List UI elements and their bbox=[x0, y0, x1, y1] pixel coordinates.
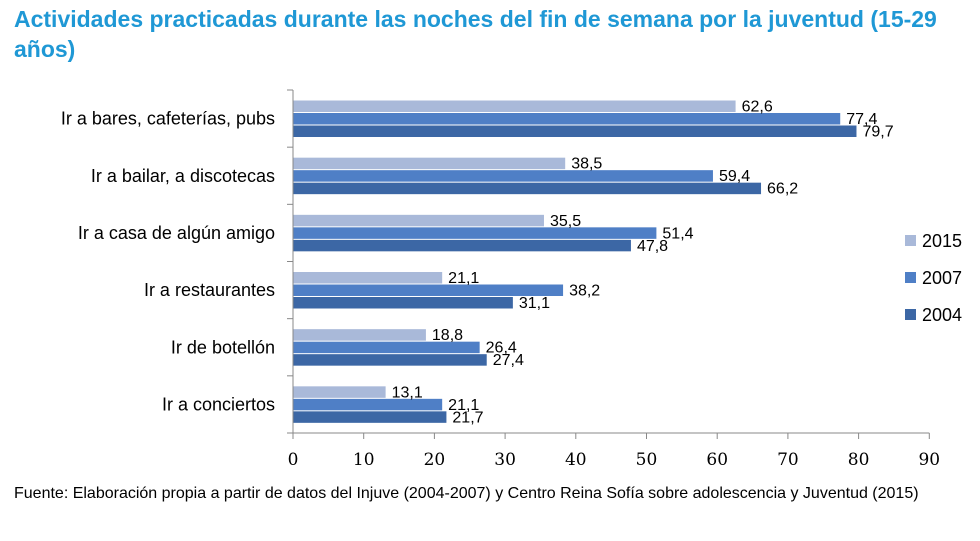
bar-2015 bbox=[293, 272, 443, 284]
data-label-2015: 21,1 bbox=[448, 270, 479, 287]
legend-swatch-2004 bbox=[905, 309, 916, 320]
axis-layer: 0 10 20 30 40 50 60 70 80 90 bbox=[287, 89, 940, 470]
bar-2015 bbox=[293, 100, 736, 112]
bar-2004 bbox=[293, 297, 513, 309]
bar-chart: 0 10 20 30 40 50 60 70 80 90 62,6 77,479,7 Ir a bar… bbox=[61, 89, 962, 470]
data-label-2004: 79,7 bbox=[862, 124, 893, 141]
data-label-2015: 62,6 bbox=[742, 99, 773, 116]
data-label-2007: 59,4 bbox=[719, 168, 750, 185]
legend-label-2015: 2015 bbox=[922, 231, 962, 251]
x-tick-label: 10 bbox=[353, 450, 375, 470]
data-label-2007: 77,4 bbox=[846, 111, 877, 128]
data-label-2004: 66,2 bbox=[767, 181, 798, 198]
category-label: Ir a bailar, a discotecas bbox=[91, 166, 275, 186]
data-label-2015: 38,5 bbox=[571, 156, 602, 173]
category-label: Ir de botellón bbox=[171, 337, 275, 357]
source-footnote: Fuente: Elaboración propia a partir de d… bbox=[14, 485, 919, 502]
data-label-2004: 21,7 bbox=[452, 409, 483, 426]
bar-2007 bbox=[293, 113, 841, 125]
bar-2004 bbox=[293, 411, 447, 423]
bar-2007 bbox=[293, 341, 480, 354]
bar-2007 bbox=[293, 398, 443, 411]
category-label: Ir a restaurantes bbox=[144, 280, 275, 300]
category-label: Ir a casa de algún amigo bbox=[78, 223, 275, 243]
category-label: Ir a bares, cafeterías, pubs bbox=[61, 109, 275, 129]
x-tick-label: 80 bbox=[848, 450, 870, 470]
legend-label-2007: 2007 bbox=[922, 268, 962, 288]
bar-2004 bbox=[293, 182, 762, 195]
data-label-2015: 13,1 bbox=[392, 384, 423, 401]
x-tick-label: 50 bbox=[636, 450, 658, 470]
data-label-2015: 18,8 bbox=[432, 327, 463, 344]
data-label-2004: 31,1 bbox=[519, 295, 550, 312]
x-tick-label: 30 bbox=[494, 450, 516, 470]
data-label-2007: 38,2 bbox=[569, 283, 600, 300]
bar-2004 bbox=[293, 125, 857, 137]
legend-swatch-2007 bbox=[905, 272, 916, 283]
bar-2007 bbox=[293, 227, 657, 239]
chart-title: Actividades practicadas durante las noch… bbox=[14, 6, 937, 62]
bars-layer bbox=[293, 100, 857, 423]
legend-swatch-2015 bbox=[905, 235, 916, 246]
bar-2007 bbox=[293, 284, 564, 296]
bar-2015 bbox=[293, 214, 544, 227]
x-tick-label: 70 bbox=[777, 450, 799, 470]
data-label-2004: 47,8 bbox=[637, 238, 668, 255]
bar-2015 bbox=[293, 157, 566, 170]
x-tick-label: 90 bbox=[918, 450, 940, 470]
data-label-2015: 35,5 bbox=[550, 213, 581, 230]
legend-label-2004: 2004 bbox=[922, 305, 962, 325]
legend: 2015 2007 2004 bbox=[905, 231, 962, 325]
data-label-2007: 26,4 bbox=[486, 340, 517, 357]
bar-2004 bbox=[293, 239, 631, 252]
x-tick-label: 40 bbox=[565, 450, 587, 470]
data-label-2007: 51,4 bbox=[662, 225, 693, 242]
bar-2007 bbox=[293, 170, 713, 182]
bar-2015 bbox=[293, 386, 386, 398]
bar-2004 bbox=[293, 354, 487, 366]
x-tick-label: 0 bbox=[288, 450, 299, 470]
bar-2015 bbox=[293, 329, 426, 341]
data-label-2004: 27,4 bbox=[493, 352, 524, 369]
category-label: Ir a conciertos bbox=[162, 394, 275, 414]
x-tick-label: 60 bbox=[706, 450, 728, 470]
labels-layer: 62,6 77,479,7 Ir a bares, cafeterías, pubs… bbox=[61, 99, 894, 427]
data-label-2007: 21,1 bbox=[448, 397, 479, 414]
x-tick-label: 20 bbox=[424, 450, 446, 470]
